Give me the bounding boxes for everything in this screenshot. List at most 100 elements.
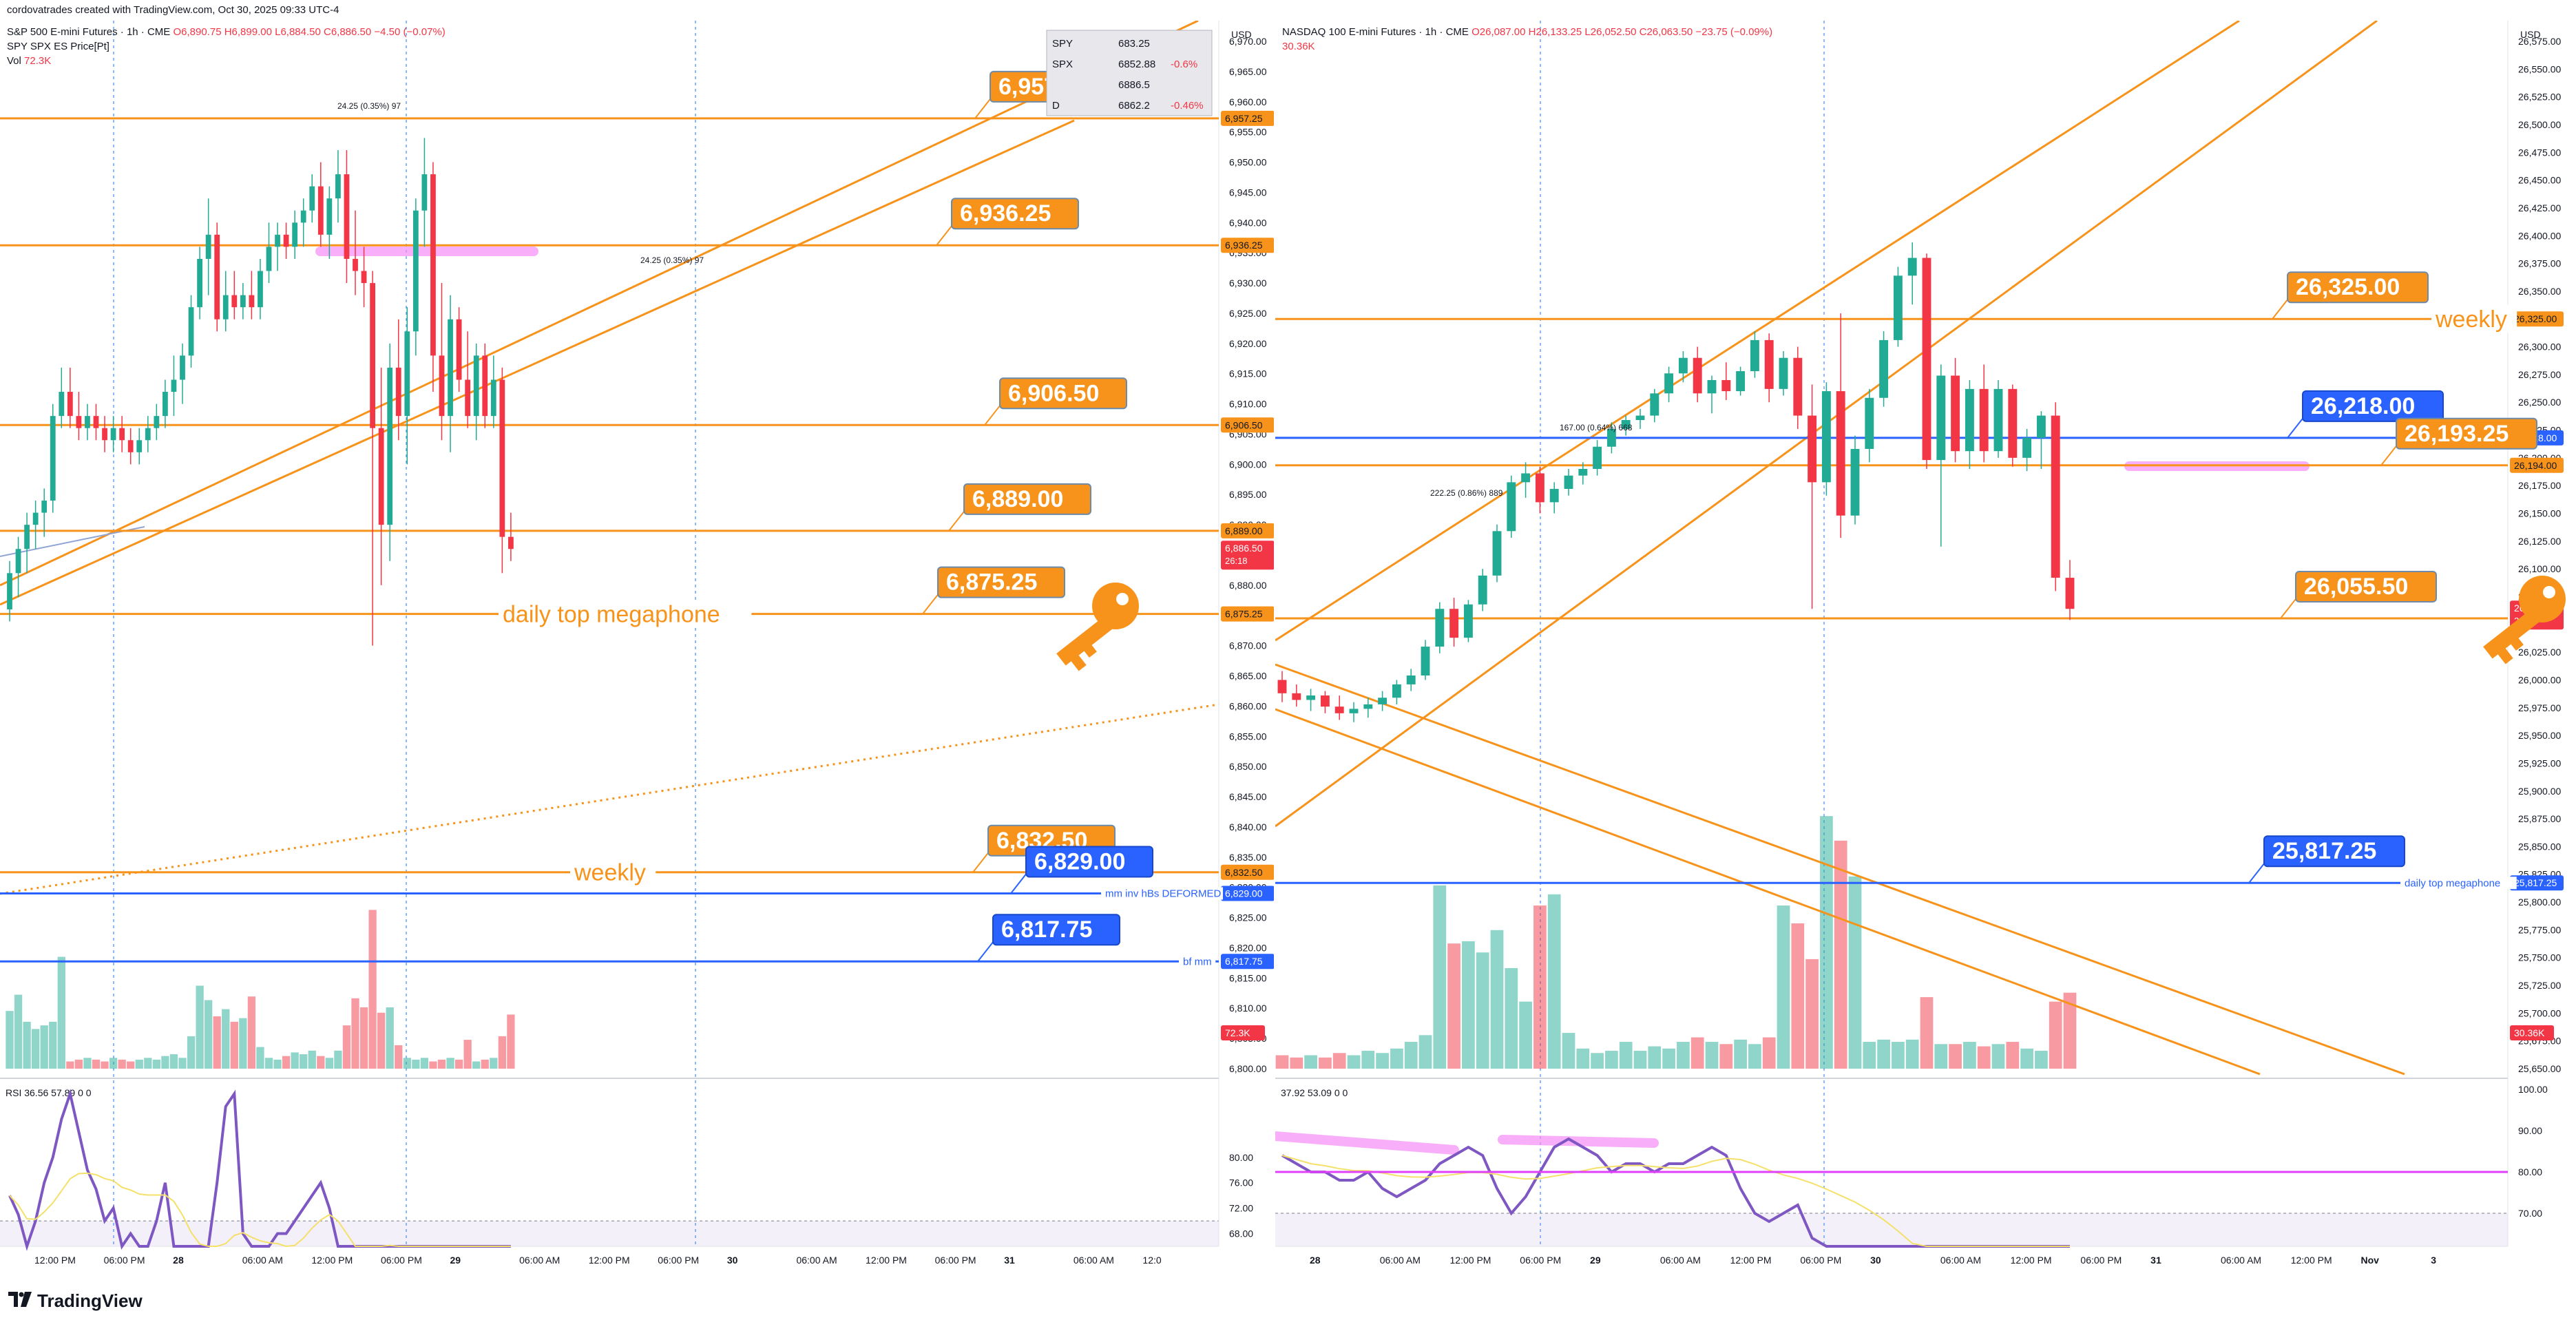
es-candle-body bbox=[335, 174, 341, 199]
es-volume-bar bbox=[300, 1054, 308, 1069]
es-chart-svg[interactable]: 6,800.006,805.006,810.006,815.006,820.00… bbox=[0, 21, 1274, 1281]
es-candle-body bbox=[508, 536, 514, 549]
es-candle-body bbox=[154, 416, 160, 428]
es-volume-bar bbox=[178, 1058, 187, 1069]
es-axis-tag-bg bbox=[1221, 238, 1274, 253]
es-rsi-sma-line bbox=[9, 1172, 511, 1248]
nq-candle-body bbox=[1779, 357, 1788, 389]
es-axis-tag-text: 6,936.25 bbox=[1225, 240, 1263, 251]
es-candle-body bbox=[473, 355, 479, 417]
nq-volume-bar bbox=[1734, 1039, 1747, 1069]
nq-time-tick: 06:00 PM bbox=[2080, 1255, 2122, 1266]
es-candle-body bbox=[76, 416, 82, 428]
es-candle-body bbox=[67, 392, 73, 417]
es-rsi-panel bbox=[0, 1081, 1219, 1246]
nq-volume-bar bbox=[1619, 1042, 1633, 1069]
es-volume-bar bbox=[359, 1007, 368, 1069]
nq-candle-body bbox=[1664, 373, 1674, 394]
nq-price-tick: 26,475.00 bbox=[2518, 147, 2561, 158]
nq-candle-body bbox=[1951, 375, 1960, 452]
es-inline-level-label: weekly bbox=[574, 860, 646, 886]
nq-candle-body bbox=[1578, 468, 1588, 476]
es-volume-tag-text: 72.3K bbox=[1225, 1027, 1250, 1038]
es-candle-body bbox=[32, 512, 39, 525]
es-volume-bar bbox=[49, 1021, 57, 1069]
nq-volume-bar bbox=[1677, 1042, 1690, 1069]
es-level-callout-box bbox=[937, 566, 1065, 598]
nq-price-tick: 26,300.00 bbox=[2518, 342, 2561, 353]
es-candle-body bbox=[309, 186, 315, 211]
nq-level-callout-leader bbox=[2272, 299, 2288, 319]
es-volume-bar bbox=[437, 1059, 446, 1069]
es-candle-body bbox=[145, 428, 151, 441]
nq-price-tick: 26,450.00 bbox=[2518, 175, 2561, 186]
tradingview-logo-icon bbox=[8, 1292, 32, 1307]
nq-rsi-highlight-stroke bbox=[1498, 1135, 1659, 1148]
es-candle-body bbox=[404, 331, 410, 417]
es-level-callout-box bbox=[999, 377, 1127, 410]
es-candle-body bbox=[292, 222, 298, 247]
es-volume-bar bbox=[498, 1036, 506, 1069]
es-inline-label-bg bbox=[499, 600, 752, 628]
nq-candle-body bbox=[1821, 391, 1831, 483]
nq-level-callout-text: 26,193.25 bbox=[2405, 421, 2509, 447]
es-time-tick: 12:0 bbox=[1142, 1255, 1161, 1266]
tradingview-brand[interactable]: TradingView bbox=[8, 1290, 143, 1312]
nq-time-tick: 29 bbox=[1590, 1255, 1601, 1266]
nq-rsi-band bbox=[1275, 1213, 2508, 1246]
es-candle-body bbox=[395, 367, 401, 417]
es-volume-legend: Vol 72.3K bbox=[7, 55, 52, 67]
chart-pane-es[interactable]: 6,800.006,805.006,810.006,815.006,820.00… bbox=[0, 21, 1274, 1281]
es-candle-body bbox=[163, 392, 168, 417]
nq-volume-bar bbox=[1290, 1057, 1303, 1069]
es-time-tick: 06:00 AM bbox=[519, 1255, 560, 1266]
es-volume-bar bbox=[187, 1036, 196, 1069]
es-volume-bar bbox=[205, 1000, 213, 1069]
watchlist-symbol: SPY bbox=[1052, 38, 1073, 50]
nq-time-tick: 12:00 PM bbox=[2011, 1255, 2052, 1266]
es-time-tick: 06:00 AM bbox=[1074, 1255, 1114, 1266]
nq-volume-bar bbox=[1690, 1037, 1704, 1069]
watchlist-change: -0.6% bbox=[1171, 59, 1197, 70]
es-price-tick: 6,895.00 bbox=[1229, 489, 1267, 500]
es-volume-bar bbox=[57, 956, 65, 1069]
es-rsi-tick: 72.00 bbox=[1229, 1203, 1253, 1214]
es-candle-body bbox=[361, 271, 367, 284]
nq-volume-bar bbox=[1934, 1044, 1948, 1069]
es-axis-tag-text: 6,832.50 bbox=[1225, 867, 1263, 878]
nq-price-tick: 25,750.00 bbox=[2518, 952, 2561, 963]
nq-volume-bar bbox=[1347, 1055, 1361, 1069]
es-volume-bar bbox=[23, 1021, 31, 1069]
watchlist-symbol: SPX bbox=[1052, 59, 1073, 70]
es-candle-body bbox=[353, 258, 358, 271]
es-volume-bar bbox=[412, 1059, 420, 1069]
nq-time-tick: 06:00 AM bbox=[2221, 1255, 2261, 1266]
es-axis-tag-bg bbox=[1221, 864, 1274, 880]
es-volume-bar bbox=[325, 1058, 333, 1069]
es-volume-bar bbox=[222, 1009, 230, 1069]
es-axis-tag-text: 6,889.00 bbox=[1225, 525, 1263, 536]
nq-inline-label-bg bbox=[2400, 877, 2517, 890]
es-volume-bar bbox=[342, 1025, 351, 1069]
brand-name: TradingView bbox=[37, 1290, 143, 1311]
nq-measure-note: 167.00 (0.64%) 668 bbox=[1560, 423, 1633, 432]
es-level-callout-text: 6,906.50 bbox=[1008, 380, 1099, 406]
es-volume-bar bbox=[32, 1029, 40, 1069]
nq-candle-body bbox=[1907, 258, 1917, 276]
es-candle-body bbox=[448, 319, 453, 417]
nq-volume-bar bbox=[1820, 816, 1833, 1069]
es-volume-bar bbox=[395, 1045, 403, 1069]
nq-channel-line bbox=[1275, 708, 2261, 1076]
chart-pane-nq[interactable]: 25,650.00 25,675.00 25,700.00 25,725.00 25,7… bbox=[1275, 21, 2576, 1281]
nq-volume-bar bbox=[2063, 992, 2077, 1069]
nq-candle-body bbox=[1736, 371, 1746, 392]
nq-candle-body bbox=[1277, 680, 1287, 693]
nq-volume-bar bbox=[1490, 930, 1504, 1069]
es-price-tick: 6,840.00 bbox=[1229, 821, 1267, 832]
nq-volume-bar bbox=[1991, 1044, 2005, 1069]
nq-candle-body bbox=[1707, 379, 1717, 394]
nq-axis-tag-text: 26,325.00 bbox=[2514, 313, 2557, 324]
nq-chart-svg[interactable]: 25,650.0025,675.0025,700.0025,725.0025,7… bbox=[1275, 21, 2576, 1281]
nq-legend: NASDAQ 100 E-mini Futures · 1h · CME O26… bbox=[1282, 25, 1772, 54]
nq-price-tick: 26,550.00 bbox=[2518, 63, 2561, 74]
